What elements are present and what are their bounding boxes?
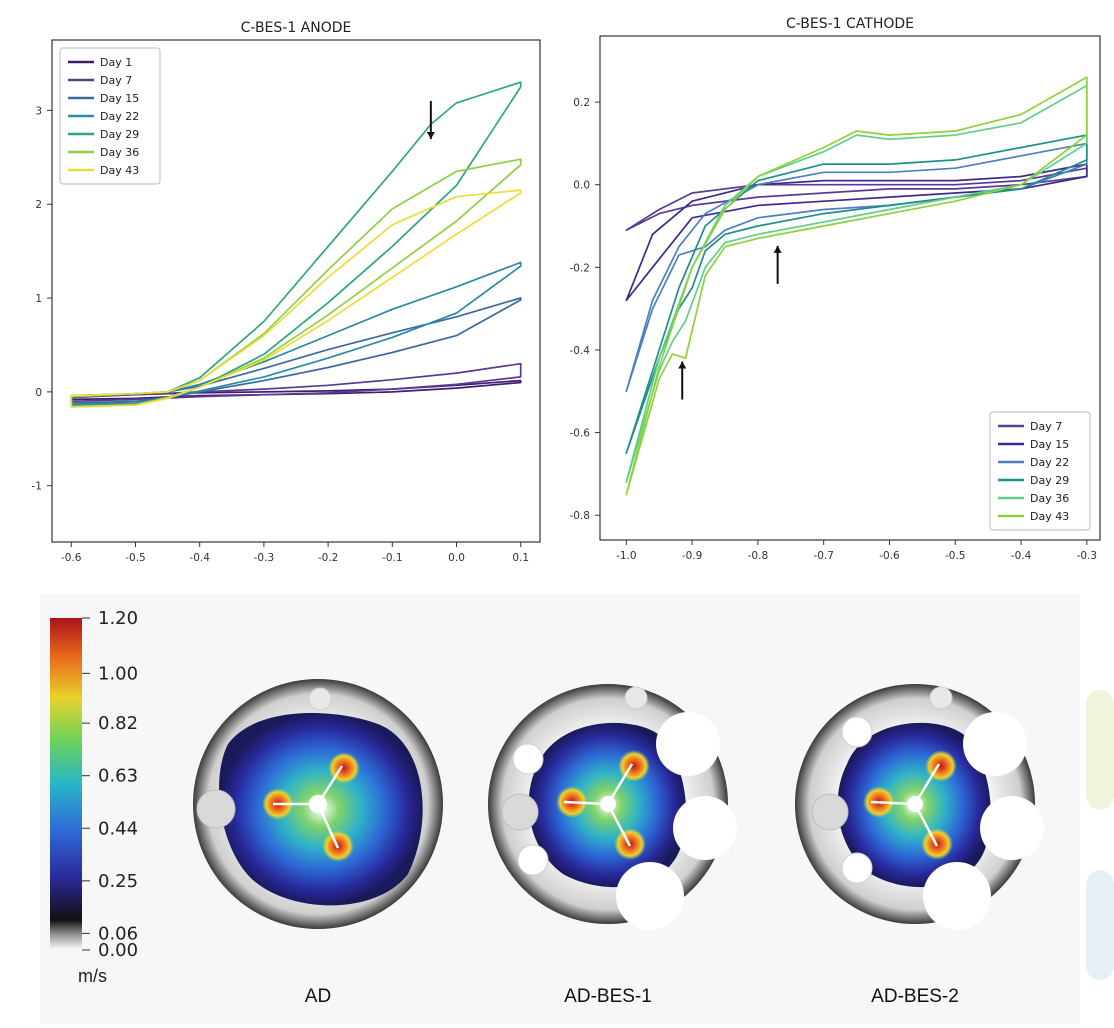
x-tick-label: -0.4 — [1011, 550, 1032, 562]
y-tick-label: 3 — [35, 105, 42, 117]
legend-label: Day 22 — [100, 110, 139, 123]
vessel-ad — [193, 679, 443, 929]
anode-chart-svg: C-BES-1 ANODE -0.6 -0.5 -0.4 -0.3 -0.2 -0.1 0.0… — [32, 20, 541, 564]
y-tick-label: -0.4 — [570, 345, 591, 357]
x-tick-label: -0.1 — [382, 552, 403, 564]
legend-label: Day 15 — [1030, 438, 1069, 451]
x-tick-label: -0.4 — [189, 552, 210, 564]
y-tick-label: -1 — [32, 481, 42, 493]
series-line-day-36 — [625, 84, 1088, 484]
series-line-day-43 — [70, 189, 522, 408]
chart-title: C-BES-1 CATHODE — [786, 16, 914, 32]
annotation-arrowhead — [678, 361, 687, 369]
annotation-arrowhead — [426, 131, 435, 139]
legend-label: Day 22 — [1030, 456, 1069, 469]
series-group — [625, 76, 1088, 496]
colorbar-tick-label: 1.20 — [98, 608, 138, 629]
vessel-ad-bes-2 — [795, 684, 1044, 930]
vessel-label-ad-bes-1: AD-BES-1 — [564, 986, 652, 1007]
y-tick-label: 0 — [35, 387, 42, 399]
legend-label: Day 36 — [100, 146, 139, 159]
legend-frame — [989, 411, 1091, 531]
y-tick-label: 1 — [35, 293, 42, 305]
y-tick-label: -0.6 — [570, 428, 591, 440]
x-tick-label: -0.8 — [748, 550, 769, 562]
series-line-day-7 — [70, 362, 522, 403]
colorbar-tick-label: 1.00 — [98, 663, 138, 684]
velocity-field-panel: 1.20 1.00 0.82 0.63 0.44 0.25 0.06 0.00 — [40, 594, 1080, 1024]
edge-decoration — [1086, 690, 1114, 980]
series-line-day-22 — [625, 142, 1088, 393]
x-tick-label: -0.6 — [61, 552, 82, 564]
y-tick-label: -0.8 — [570, 510, 591, 522]
x-tick-label: -0.3 — [1077, 550, 1098, 562]
colorbar-tick-label: 0.25 — [98, 871, 138, 892]
legend-label: Day 43 — [1030, 510, 1069, 523]
colorbar-unit: m/s — [78, 966, 107, 986]
x-tick-label: -0.5 — [125, 552, 146, 564]
colorbar-tick-label: 0.82 — [98, 713, 138, 734]
annotation-arrowhead — [773, 245, 782, 253]
colorbar-ticks: 1.20 1.00 0.82 0.63 0.44 0.25 0.060.00 — [82, 608, 138, 961]
x-tick-label: 0.0 — [448, 552, 465, 564]
anode-chart: C-BES-1 ANODE -0.6 -0.5 -0.4 -0.3 -0.2 -0.1 0.0… — [0, 0, 560, 580]
x-tick-label: -0.9 — [682, 550, 703, 562]
legend-label: Day 36 — [1030, 492, 1069, 505]
vessel-ad-bes-1 — [488, 684, 737, 930]
colorbar — [50, 618, 82, 950]
legend-label: Day 7 — [100, 74, 132, 87]
x-tick-label: -0.6 — [879, 550, 900, 562]
x-tick-label: 0.1 — [512, 552, 529, 564]
colorbar-tick-label: 0.44 — [98, 818, 138, 839]
x-tick-label: -0.7 — [813, 550, 834, 562]
series-group — [70, 81, 522, 408]
colorbar-tick-label: 0.63 — [98, 766, 138, 787]
x-tick-label: -1.0 — [616, 550, 637, 562]
y-tick-label: 0.2 — [573, 97, 590, 109]
x-tick-label: -0.5 — [945, 550, 966, 562]
chart-title: C-BES-1 ANODE — [241, 20, 352, 36]
cathode-chart: C-BES-1 CATHODE -1.0 -0.9 -0.8 -0.7 -0.6 -0.5 -… — [560, 0, 1114, 580]
vessel-label-ad-bes-2: AD-BES-2 — [871, 986, 959, 1007]
legend-label: Day 29 — [1030, 474, 1069, 487]
colorbar-tick-label: 0.00 — [98, 940, 138, 961]
y-tick-label: 0.0 — [573, 180, 590, 192]
legend: Day 1 Day 7 Day 15 Day 22 Day 29 Day 36 Day 43 — [59, 47, 161, 185]
velocity-field-svg: 1.20 1.00 0.82 0.63 0.44 0.25 0.060.00 — [50, 608, 1044, 961]
colorbar-tick-label: 0.06 — [98, 923, 138, 944]
legend-label: Day 15 — [100, 92, 139, 105]
legend-label: Day 7 — [1030, 420, 1062, 433]
x-tick-label: -0.3 — [254, 552, 275, 564]
legend-label: Day 1 — [100, 56, 132, 69]
legend-frame — [59, 47, 161, 185]
series-line-day-43 — [625, 76, 1088, 496]
y-tick-label: 2 — [35, 199, 42, 211]
legend-label: Day 29 — [100, 128, 139, 141]
y-tick-label: -0.2 — [570, 262, 591, 274]
vessel-label-ad: AD — [304, 986, 332, 1007]
legend: Day 7 Day 15 Day 22 Day 29 Day 36 Day 43 — [989, 411, 1091, 531]
series-line-day-1 — [70, 379, 522, 401]
x-tick-label: -0.2 — [318, 552, 339, 564]
legend-label: Day 43 — [100, 164, 139, 177]
cathode-chart-svg: C-BES-1 CATHODE -1.0 -0.9 -0.8 -0.7 -0.6 -0.5 -… — [570, 16, 1101, 562]
